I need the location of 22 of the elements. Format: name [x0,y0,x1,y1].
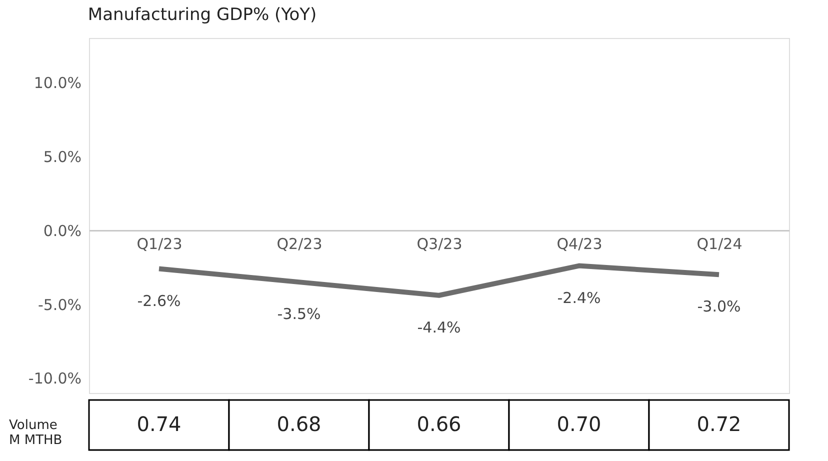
data-label: -4.4% [417,318,461,336]
y-tick-label: 10.0% [34,74,82,92]
text: Volume M MTHB [9,418,62,448]
data-label: -3.0% [697,298,741,316]
x-tick-label: Q1/23 [136,234,182,253]
y-tick-label: -5.0% [38,296,82,314]
y-tick-label: 0.0% [43,222,82,240]
data-label: -3.5% [277,305,321,324]
data-label: -2.4% [557,288,601,307]
data-label: -2.6% [137,292,181,310]
text: 0.70 [556,412,602,436]
x-tick-label: Q1/24 [696,234,742,253]
text: 0.74 [136,412,182,436]
x-tick-label: Q2/23 [276,234,322,253]
x-tick-label: Q4/23 [556,234,602,253]
y-tick-label: -10.0% [28,370,82,388]
text: 0.68 [276,412,322,436]
text: 0.66 [416,412,462,436]
chart-title: Manufacturing GDP% (YoY) [88,5,317,25]
x-tick-label: Q3/23 [416,234,462,253]
text: 0.72 [696,412,742,436]
y-tick-label: 5.0% [43,148,82,166]
